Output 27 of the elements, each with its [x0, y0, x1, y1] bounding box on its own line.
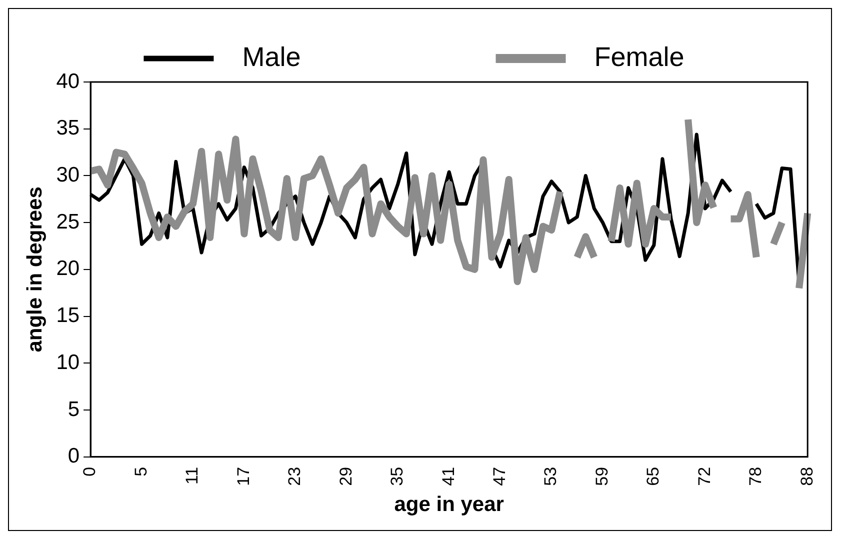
x-tick-label: 23: [285, 466, 304, 486]
x-tick-label: 17: [234, 466, 253, 486]
x-tick-label: 65: [644, 466, 663, 486]
x-tick-label: 53: [541, 466, 560, 486]
x-tick-label: 11: [182, 466, 202, 485]
x-tick-label: 29: [336, 466, 356, 486]
y-tick-label: 15: [56, 304, 80, 328]
y-tick-label: 5: [68, 398, 80, 421]
x-tick-label: 59: [592, 466, 612, 486]
y-axis-title: angle in degrees: [23, 186, 46, 352]
legend-label: Male: [227, 42, 466, 72]
x-tick-label: 72: [694, 466, 714, 486]
x-tick-label: 47: [490, 466, 509, 486]
y-tick-label: 40: [56, 70, 80, 93]
x-tick-label: 78: [746, 466, 766, 486]
y-tick-label: 30: [56, 164, 80, 187]
y-tick-label: 35: [56, 116, 80, 140]
x-tick-label: 88: [797, 466, 816, 486]
y-tick-label: 10: [56, 350, 80, 374]
x-tick-label: 0: [80, 466, 100, 476]
x-tick-label: 35: [388, 466, 407, 486]
x-axis-title: age in year: [394, 493, 504, 516]
y-tick-label: 20: [56, 257, 80, 280]
x-tick-label: 41: [438, 466, 458, 486]
legend-label: Female: [579, 42, 684, 72]
x-tick-label: 5: [131, 466, 150, 476]
y-tick-label: 25: [56, 210, 80, 234]
